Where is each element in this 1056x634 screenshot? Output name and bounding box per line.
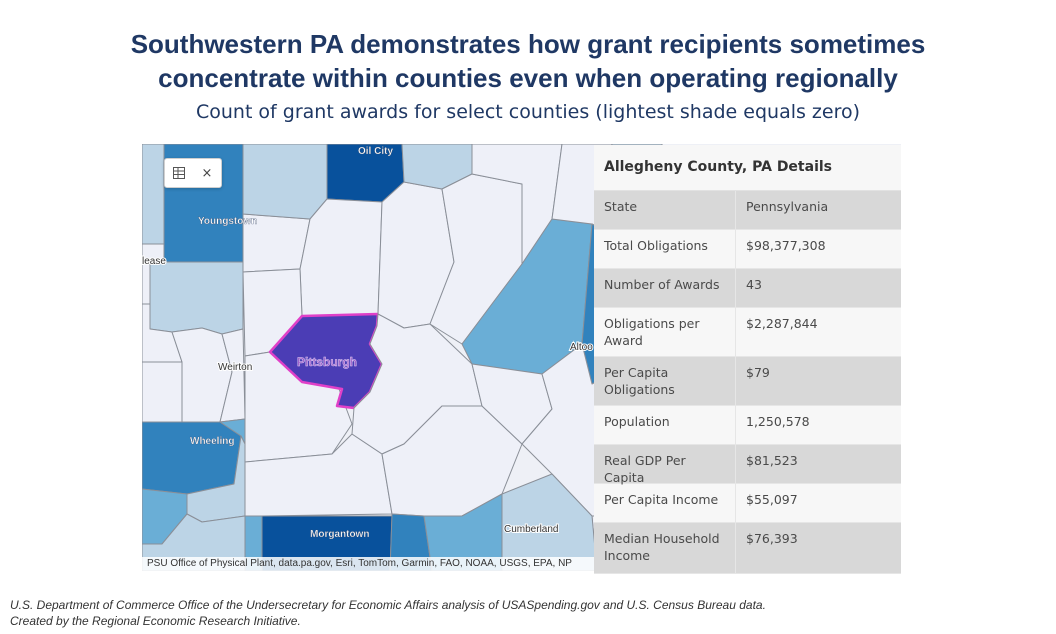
row-total-obligations: Total Obligations $98,377,308 [594,230,901,269]
label-altoona: Altoo [570,342,593,353]
row-per-capita-obligations: Per Capita Obligations $79 [594,357,901,406]
row-number-of-awards: Number of Awards 43 [594,269,901,308]
row-label: State [594,191,736,229]
row-label: Real GDP Per Capita [594,445,736,485]
label-pittsburgh: Pittsburgh [297,355,357,369]
row-obligations-per-award: Obligations per Award $2,287,844 [594,308,901,357]
row-label: Median Household Income [594,523,736,573]
row-value: 43 [746,277,762,292]
layers-icon-glyph [173,167,185,179]
details-panel: Allegheny County, PA Details State Penns… [594,145,901,574]
row-label: Number of Awards [594,269,736,307]
close-icon[interactable]: × [201,165,213,181]
title-line-2: concentrate within counties even when op… [158,63,898,93]
label-lease: lease [142,256,166,267]
row-per-capita-income: Per Capita Income $55,097 [594,484,901,523]
row-label: Population [594,406,736,444]
row-label: Total Obligations [594,230,736,268]
county-butler[interactable] [299,198,383,317]
county-columbiana[interactable] [149,261,244,335]
label-wheeling: Wheeling [190,436,234,447]
county-map-svg: Youngstown Oil City Wheeling Morgantown … [142,144,703,571]
row-median-household-income: Median Household Income $76,393 [594,523,901,574]
label-oil-city: Oil City [358,146,393,157]
source-line-1: U.S. Department of Commerce Office of th… [10,598,766,612]
row-state: State Pennsylvania [594,191,901,230]
label-morgantown: Morgantown [310,529,369,540]
row-real-gdp-per-capita: Real GDP Per Capita $81,523 [594,445,901,485]
label-cumberland: Cumberland [504,524,558,535]
label-weirton: Weirton [218,362,252,373]
page-title: Southwestern PA demonstrates how grant r… [0,27,1056,95]
row-label: Per Capita Obligations [594,357,736,405]
layers-icon[interactable] [165,159,193,187]
row-value: $55,097 [746,492,798,507]
row-value: $76,393 [746,531,798,546]
county-ohio-w2[interactable] [142,361,183,423]
row-value: $79 [746,365,770,380]
row-value: $81,523 [746,453,798,468]
row-value: Pennsylvania [746,199,829,214]
page-subtitle: Count of grant awards for select countie… [195,101,861,123]
row-population: Population 1,250,578 [594,406,901,445]
county-ohio-nw[interactable] [142,144,165,245]
row-value: $2,287,844 [746,316,818,331]
source-note: U.S. Department of Commerce Office of th… [10,597,766,629]
row-label: Per Capita Income [594,484,736,522]
source-line-2: Created by the Regional Economic Researc… [10,614,301,628]
map-attribution: PSU Office of Physical Plant, data.pa.go… [142,557,595,571]
row-value: 1,250,578 [746,414,810,429]
panel-title: Allegheny County, PA Details [594,145,901,191]
row-value: $98,377,308 [746,238,826,253]
label-youngstown: Youngstown [198,216,257,227]
map-widget: × [164,158,222,188]
title-line-1: Southwestern PA demonstrates how grant r… [130,29,926,59]
county-preston[interactable] [389,513,433,571]
county-belmont[interactable] [142,421,242,495]
county-mercer[interactable] [242,144,328,220]
row-label: Obligations per Award [594,308,736,356]
